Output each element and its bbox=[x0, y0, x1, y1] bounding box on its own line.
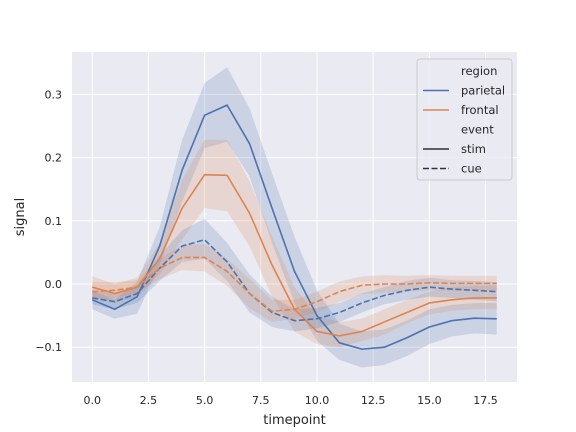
legend-title-event: event bbox=[461, 123, 494, 137]
x-tick-label: 15.0 bbox=[417, 394, 442, 407]
series-lines bbox=[91, 104, 497, 350]
y-tick-label: 0.1 bbox=[45, 215, 63, 228]
legend-title-region: region bbox=[461, 64, 497, 78]
legend-item-cue: cue bbox=[461, 162, 482, 176]
line-parietal-cue bbox=[92, 238, 497, 322]
y-tick-label: 0.2 bbox=[45, 152, 63, 165]
x-tick-label: 5.0 bbox=[196, 394, 214, 407]
y-tick-label: −0.1 bbox=[35, 341, 62, 354]
y-tick-label: 0.0 bbox=[45, 278, 63, 291]
legend: region parietal frontal event stim cue bbox=[416, 58, 513, 181]
x-axis-label: timepoint bbox=[263, 413, 326, 428]
x-tick-label: 12.5 bbox=[361, 394, 386, 407]
line-frontal-cue bbox=[92, 256, 497, 312]
x-tick-label: 10.0 bbox=[305, 394, 330, 407]
y-axis-label: signal bbox=[13, 198, 28, 236]
x-tick-label: 0.0 bbox=[83, 394, 101, 407]
legend-item-frontal: frontal bbox=[461, 103, 499, 117]
x-tick-label: 17.5 bbox=[473, 394, 498, 407]
x-tick-label: 7.5 bbox=[252, 394, 270, 407]
y-tick-label: 0.3 bbox=[45, 88, 63, 101]
ci-band-parietal-cue bbox=[92, 218, 497, 332]
line-parietal-stim bbox=[91, 104, 497, 350]
legend-item-parietal: parietal bbox=[461, 84, 505, 98]
ci-band-frontal-cue bbox=[92, 244, 497, 322]
legend-item-stim: stim bbox=[461, 142, 486, 156]
x-tick-labels: 0.0 2.5 5.0 7.5 10.0 12.5 15.0 17.5 bbox=[83, 394, 497, 407]
x-tick-label: 2.5 bbox=[140, 394, 158, 407]
y-tick-labels: −0.1 0.0 0.1 0.2 0.3 bbox=[35, 88, 62, 354]
